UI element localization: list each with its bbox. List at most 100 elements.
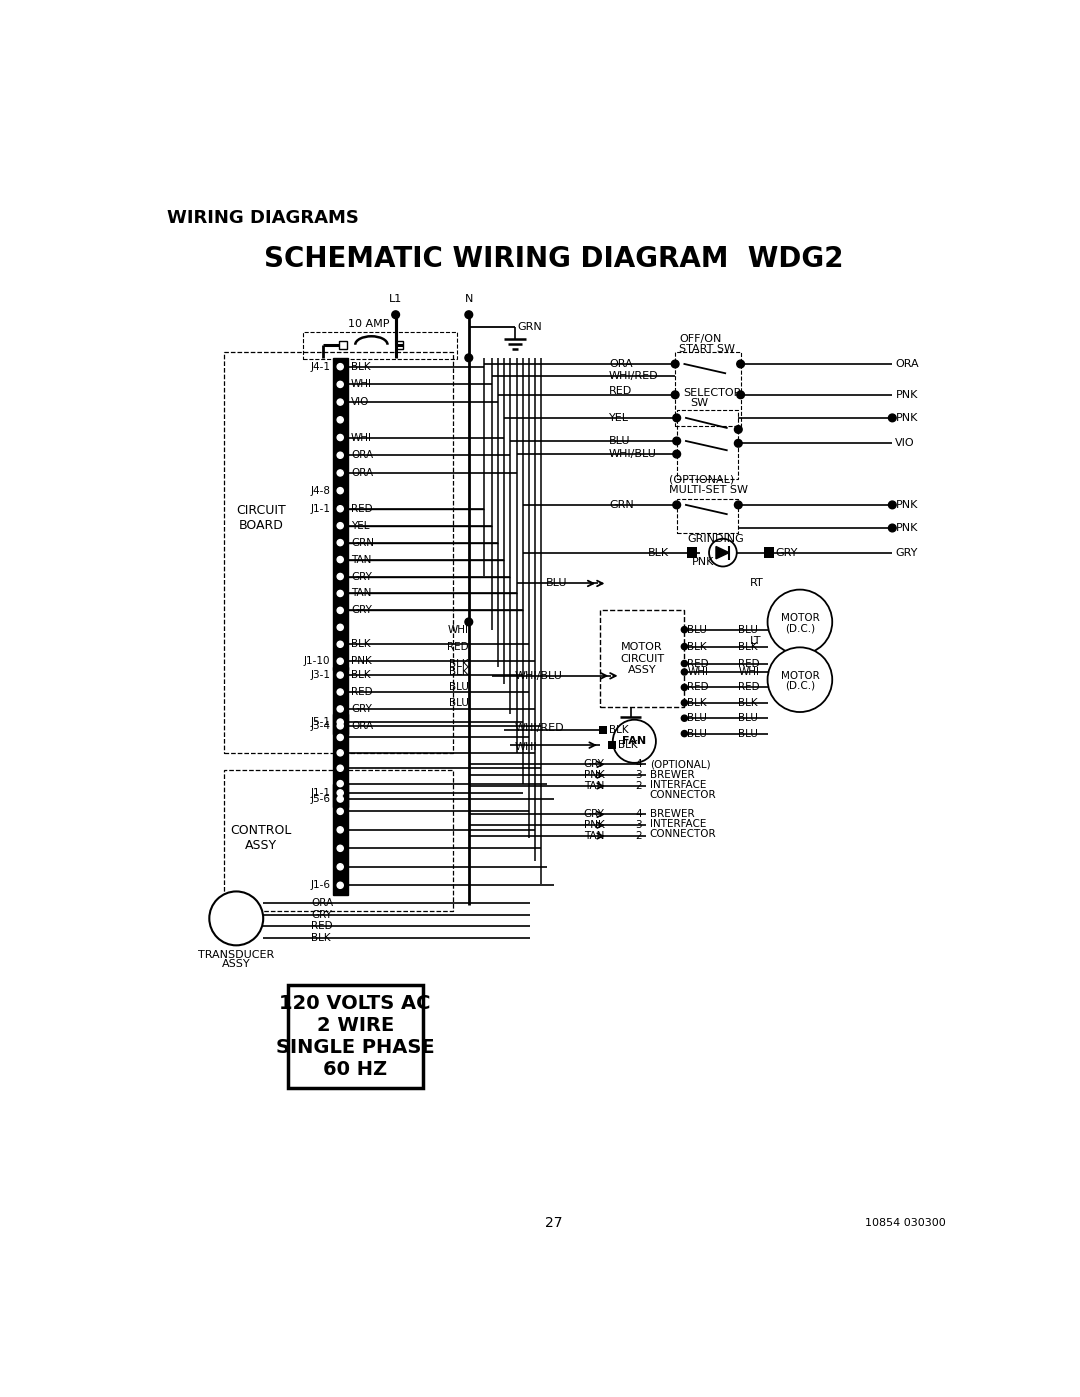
Text: PNK: PNK (895, 390, 918, 400)
Circle shape (681, 731, 688, 736)
Text: 10 AMP: 10 AMP (348, 320, 390, 330)
Text: RED: RED (688, 682, 710, 693)
Circle shape (337, 781, 343, 787)
Bar (395, 341, 403, 349)
Text: (OPTIONAL): (OPTIONAL) (669, 475, 734, 485)
Circle shape (337, 689, 343, 696)
Bar (333, 500, 348, 669)
Text: (OPTIONAL): (OPTIONAL) (650, 760, 711, 770)
Text: BLU: BLU (688, 624, 707, 634)
Text: BLK: BLK (311, 933, 330, 943)
Text: GRY: GRY (775, 548, 798, 557)
Polygon shape (716, 546, 729, 559)
Circle shape (681, 644, 688, 650)
Circle shape (337, 506, 343, 511)
Text: J1-10: J1-10 (303, 657, 330, 666)
Text: PNK: PNK (895, 522, 918, 534)
Bar (764, 548, 774, 557)
Circle shape (889, 524, 896, 532)
Text: WHI: WHI (515, 742, 538, 752)
Text: WHI: WHI (351, 380, 372, 390)
Circle shape (337, 882, 343, 888)
Text: 4: 4 (635, 760, 642, 770)
Text: SELECTOR: SELECTOR (683, 388, 741, 398)
Text: GRINDING: GRINDING (688, 534, 744, 543)
Bar (333, 666, 348, 735)
Text: BLU: BLU (449, 697, 469, 708)
Circle shape (337, 735, 343, 740)
Text: BLU: BLU (609, 436, 631, 446)
Text: MOTOR
CIRCUIT
ASSY: MOTOR CIRCUIT ASSY (620, 641, 664, 675)
Text: YEL: YEL (609, 414, 629, 423)
Text: J1-6: J1-6 (310, 880, 330, 890)
Text: MOTOR: MOTOR (781, 613, 820, 623)
Circle shape (681, 627, 688, 633)
Circle shape (337, 809, 343, 814)
Text: BLK: BLK (739, 697, 758, 708)
Text: 3: 3 (635, 770, 642, 780)
Text: N: N (464, 293, 473, 305)
Circle shape (681, 715, 688, 721)
Text: VIO: VIO (351, 397, 369, 407)
Text: WHI: WHI (688, 666, 708, 678)
Circle shape (337, 453, 343, 458)
Circle shape (337, 827, 343, 833)
Circle shape (337, 591, 343, 597)
Text: WHI/BLU: WHI/BLU (609, 448, 657, 460)
Circle shape (673, 450, 680, 458)
Text: CIRCUIT
BOARD: CIRCUIT BOARD (237, 504, 286, 532)
Text: RED: RED (311, 921, 333, 930)
Circle shape (673, 502, 680, 509)
Text: ORA: ORA (351, 468, 373, 478)
Circle shape (337, 766, 343, 771)
Text: 10854 030300: 10854 030300 (865, 1218, 946, 1228)
Text: ORA: ORA (351, 450, 373, 460)
Text: BLK: BLK (648, 548, 669, 557)
Text: CONTROL
ASSY: CONTROL ASSY (230, 824, 292, 852)
Text: (D.C.): (D.C.) (785, 680, 815, 692)
Circle shape (337, 381, 343, 387)
Circle shape (337, 556, 343, 563)
Text: J4-1: J4-1 (310, 362, 330, 372)
Circle shape (337, 608, 343, 613)
Text: BLK: BLK (618, 740, 638, 750)
Text: START SW: START SW (679, 344, 735, 353)
Circle shape (734, 426, 742, 433)
Circle shape (889, 502, 896, 509)
Text: BLK: BLK (351, 362, 370, 372)
Text: TAN: TAN (584, 831, 605, 841)
Text: TAN: TAN (351, 588, 372, 598)
Text: PNK: PNK (351, 657, 372, 666)
Circle shape (681, 685, 688, 690)
Bar (599, 726, 607, 733)
Text: 120 VOLTS AC
2 WIRE
SINGLE PHASE
60 HZ: 120 VOLTS AC 2 WIRE SINGLE PHASE 60 HZ (275, 995, 434, 1078)
Text: INTERFACE: INTERFACE (650, 820, 706, 830)
Text: 27: 27 (544, 1215, 563, 1229)
Text: BLU: BLU (688, 729, 707, 739)
Text: RED: RED (447, 641, 469, 651)
Text: RED: RED (688, 658, 710, 669)
Text: CONNECTOR: CONNECTOR (650, 791, 716, 800)
Text: (D.C.): (D.C.) (785, 623, 815, 633)
Text: BLK: BLK (688, 697, 707, 708)
Bar (333, 714, 348, 806)
Circle shape (673, 414, 680, 422)
Circle shape (337, 705, 343, 712)
Text: RED: RED (739, 682, 760, 693)
Text: BLU: BLU (739, 729, 758, 739)
Text: BLK: BLK (739, 641, 758, 651)
Text: PNK: PNK (692, 557, 715, 567)
Circle shape (337, 363, 343, 370)
Circle shape (337, 539, 343, 546)
Circle shape (465, 312, 473, 319)
Text: GRY: GRY (583, 760, 605, 770)
Circle shape (734, 502, 742, 509)
Circle shape (672, 360, 679, 367)
Text: YEL: YEL (351, 521, 369, 531)
Text: 4: 4 (635, 809, 642, 820)
Text: WHI: WHI (448, 624, 469, 634)
Circle shape (337, 434, 343, 440)
Text: ASSY: ASSY (222, 958, 251, 970)
Circle shape (889, 414, 896, 422)
Text: J1-1: J1-1 (310, 788, 330, 798)
